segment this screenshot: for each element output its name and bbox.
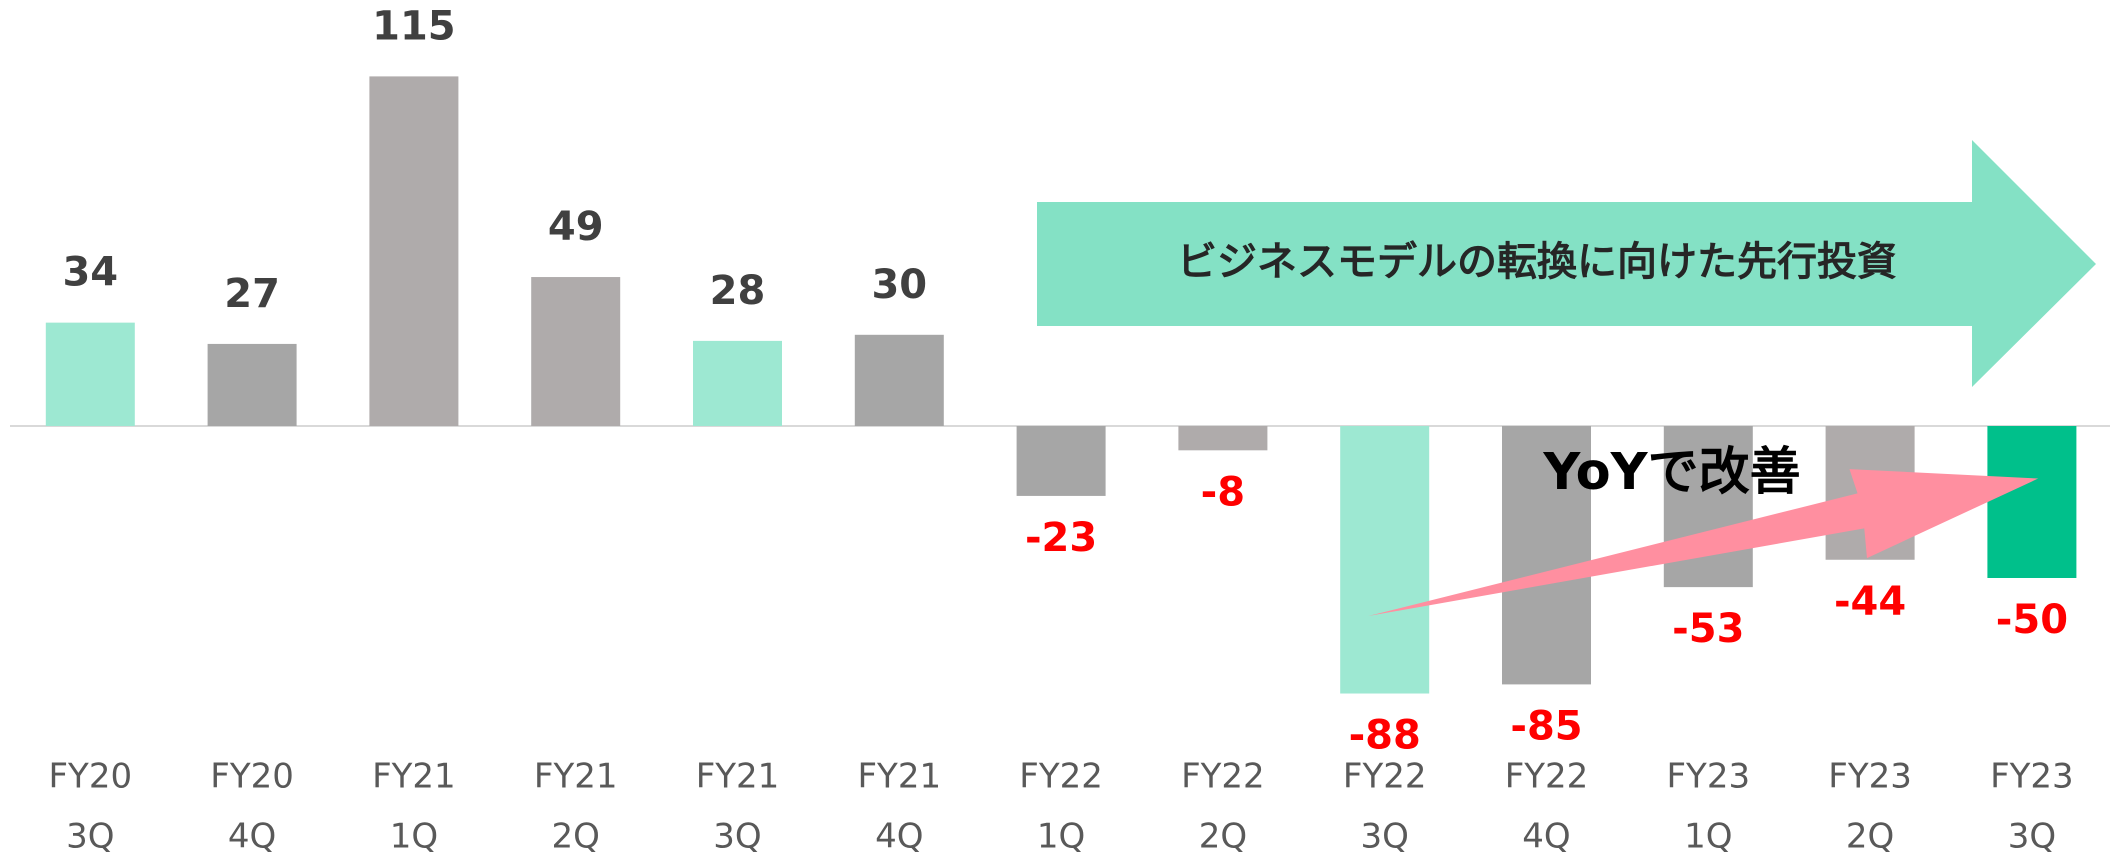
data-label: -53 [1672, 606, 1744, 652]
x-tick-label: 4Q [1522, 817, 1570, 857]
improvement-label: YoYで改善 [1542, 443, 1800, 502]
x-tick-label: 3Q [1360, 817, 1408, 857]
x-tick-label: 1Q [390, 817, 438, 857]
data-label: -44 [1834, 579, 1906, 625]
x-tick-label: 1Q [1037, 817, 1085, 857]
data-label: -50 [1996, 597, 2068, 643]
data-label: -23 [1025, 515, 1097, 561]
data-label: 115 [372, 3, 456, 49]
x-tick-label: 4Q [228, 817, 276, 857]
bar [693, 340, 782, 426]
bar [1340, 426, 1430, 694]
bar [1987, 426, 2077, 578]
arrow-label: ビジネスモデルの転換に向けた先行投資 [1177, 239, 1897, 285]
improvement-arrow [1368, 469, 2039, 617]
bar [854, 334, 944, 426]
bar [1016, 426, 1106, 496]
x-tick-label: FY22 [1019, 757, 1103, 797]
bar [207, 343, 297, 426]
data-label: -88 [1349, 713, 1421, 759]
data-label: 27 [224, 271, 280, 317]
x-tick-label: FY22 [1343, 757, 1427, 797]
x-tick-label: FY21 [372, 757, 456, 797]
bars [10, 76, 2110, 694]
x-tick-label: 3Q [713, 817, 761, 857]
x-tick-label: 2Q [1846, 817, 1894, 857]
x-tick-label: 2Q [1199, 817, 1247, 857]
data-label: 28 [710, 268, 766, 314]
bar [369, 76, 459, 427]
x-tick-label: FY23 [1990, 757, 2074, 797]
x-tick-label: 4Q [875, 817, 923, 857]
data-label: 30 [871, 262, 927, 308]
bar [1178, 426, 1268, 451]
investment-arrow [1037, 140, 2096, 387]
x-tick-label: 3Q [2008, 817, 2056, 857]
x-tick-label: FY20 [210, 757, 294, 797]
x-tick-label: FY21 [696, 757, 780, 797]
x-tick-label: 1Q [1684, 817, 1732, 857]
x-tick-label: FY20 [49, 757, 133, 797]
x-tick-label: FY23 [1828, 757, 1912, 797]
data-label: 34 [62, 250, 118, 296]
bar [45, 322, 135, 426]
x-tick-label: FY21 [858, 757, 942, 797]
bar [531, 277, 621, 426]
x-tick-label: FY22 [1181, 757, 1265, 797]
x-tick-label: 3Q [66, 817, 114, 857]
x-tick-label: 2Q [551, 817, 599, 857]
x-tick-label: FY21 [534, 757, 618, 797]
x-tick-label: FY23 [1667, 757, 1751, 797]
data-label: 49 [548, 204, 604, 250]
bar [1502, 426, 1591, 685]
x-tick-label: FY22 [1505, 757, 1589, 797]
data-label: -8 [1201, 469, 1245, 515]
data-label: -85 [1510, 703, 1582, 749]
